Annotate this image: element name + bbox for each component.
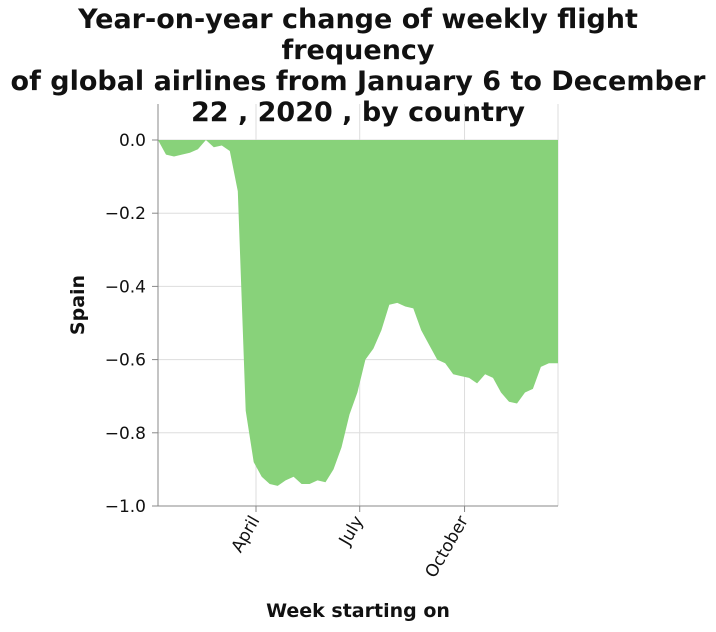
- chart-title-line-3: 22 , 2020 , by country: [191, 97, 525, 128]
- y-tick-label: −1.0: [105, 497, 146, 517]
- y-tick-label: −0.6: [105, 351, 146, 371]
- y-tick-label: 0.0: [119, 131, 146, 151]
- x-axis-title: Week starting on: [266, 600, 450, 622]
- y-tick-label: −0.4: [105, 277, 146, 297]
- chart-title-line-1: Year-on-year change of weekly flight fre…: [78, 4, 638, 66]
- y-tick-label: −0.8: [105, 424, 146, 444]
- chart-title-line-2: of global airlines from January 6 to Dec…: [10, 66, 706, 97]
- x-tick-label: July: [335, 513, 368, 550]
- y-axis-title: Spain: [67, 275, 89, 335]
- spain-area: [158, 140, 558, 486]
- x-tick-label: April: [228, 513, 265, 557]
- chart-title: Year-on-year change of weekly flight fre…: [0, 4, 716, 128]
- x-tick-label: October: [422, 513, 473, 582]
- y-tick-label: −0.2: [105, 204, 146, 224]
- area-layer: [158, 140, 558, 486]
